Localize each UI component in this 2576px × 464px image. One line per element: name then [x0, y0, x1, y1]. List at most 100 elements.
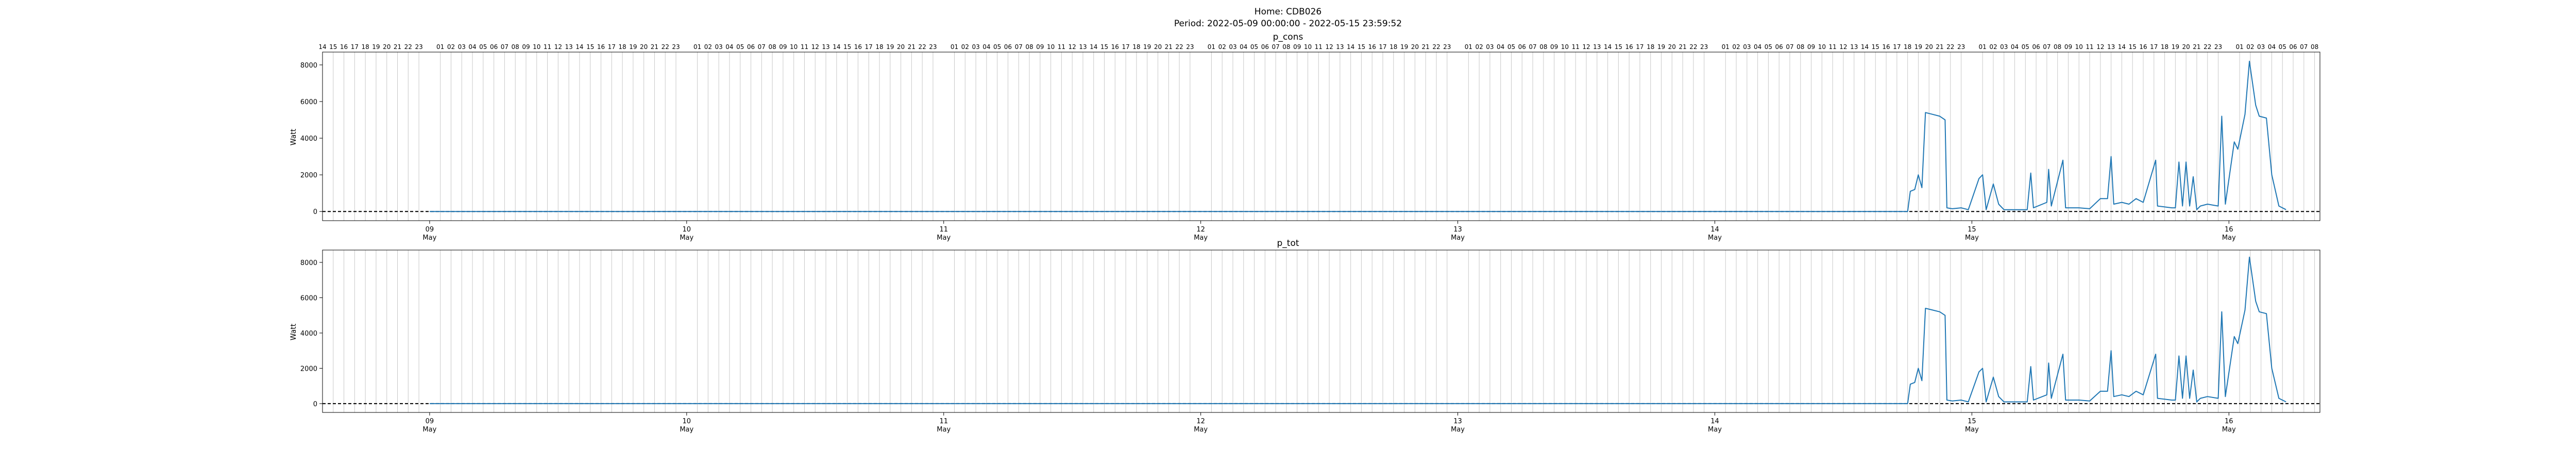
y-tick-label: 2000: [300, 172, 317, 179]
hour-tick-label: 21: [651, 43, 658, 51]
hour-tick-label: 08: [1797, 43, 1804, 51]
hour-tick-label: 18: [1132, 43, 1140, 51]
y-axis-label: Watt: [290, 128, 298, 145]
x-tick-label-month: May: [2222, 234, 2236, 242]
hour-tick-label: 21: [2193, 43, 2200, 51]
hour-tick-label: 21: [908, 43, 916, 51]
hour-tick-label: 14: [1347, 43, 1354, 51]
hour-tick-label: 11: [2086, 43, 2093, 51]
x-tick-label-day: 12: [1196, 226, 1205, 234]
hour-tick-label: 09: [1807, 43, 1815, 51]
hour-tick-label: 17: [1122, 43, 1129, 51]
hour-tick-label: 18: [362, 43, 369, 51]
hour-tick-label: 11: [1315, 43, 1323, 51]
hour-tick-label: 15: [329, 43, 337, 51]
hour-tick-label: 02: [1989, 43, 1997, 51]
x-tick-label-month: May: [422, 234, 436, 242]
x-tick-label-month: May: [680, 234, 693, 242]
hour-tick-label: 15: [843, 43, 851, 51]
hour-tick-label: 11: [544, 43, 551, 51]
hour-tick-label: 18: [618, 43, 626, 51]
hour-tick-label: 23: [672, 43, 680, 51]
y-axis-label: Watt: [290, 323, 298, 340]
hour-tick-label: 18: [1389, 43, 1397, 51]
hour-tick-label: 07: [1272, 43, 1280, 51]
hour-tick-label: 16: [1625, 43, 1633, 51]
hour-tick-label: 11: [801, 43, 808, 51]
hour-tick-label: 13: [822, 43, 829, 51]
hour-tick-label: 08: [1282, 43, 1290, 51]
hour-tick-label: 22: [1432, 43, 1440, 51]
hour-tick-label: 11: [1828, 43, 1836, 51]
hour-tick-label: 10: [2075, 43, 2083, 51]
hour-tick-label: 05: [1765, 43, 1772, 51]
hour-tick-label: 05: [736, 43, 744, 51]
hour-tick-label: 09: [522, 43, 530, 51]
hour-tick-label: 13: [2107, 43, 2115, 51]
x-tick-label-month: May: [937, 426, 951, 434]
hour-tick-label: 05: [1250, 43, 1258, 51]
hour-tick-label: 06: [490, 43, 498, 51]
hour-tick-label: 14: [1861, 43, 1869, 51]
x-tick-label-day: 09: [426, 226, 434, 234]
hour-tick-label: 16: [597, 43, 605, 51]
hour-tick-label: 11: [1058, 43, 1065, 51]
hour-labels: 14 15 16 17 18 19 20 21 22 23 01 02 03 04 05 06 07 08 09 10…: [318, 43, 2318, 51]
x-tick-label-day: 11: [939, 226, 948, 234]
hour-tick-label: 12: [1325, 43, 1333, 51]
x-tick-label-day: 10: [683, 418, 691, 425]
hour-gridlines: [322, 52, 2315, 221]
y-tick-label: 0: [313, 208, 317, 216]
x-tick-label-month: May: [937, 234, 951, 242]
hour-tick-label: 16: [1882, 43, 1890, 51]
y-tick-label: 4000: [300, 135, 317, 143]
hour-tick-label: 19: [1400, 43, 1408, 51]
hour-tick-label: 06: [2289, 43, 2297, 51]
hour-tick-label: 15: [1872, 43, 1879, 51]
hour-tick-label: 21: [1165, 43, 1173, 51]
hour-tick-label: 17: [351, 43, 359, 51]
hour-tick-label: 14: [318, 43, 326, 51]
hour-tick-label: 10: [790, 43, 798, 51]
hour-tick-label: 06: [1518, 43, 1526, 51]
hour-tick-label: 05: [1507, 43, 1515, 51]
hour-tick-label: 15: [2129, 43, 2137, 51]
x-tick-label-month: May: [1965, 426, 1979, 434]
hour-tick-label: 07: [2043, 43, 2050, 51]
hour-tick-label: 20: [1668, 43, 1676, 51]
x-tick-label-month: May: [1708, 234, 1722, 242]
figure-title-home: Home: CDB026: [1255, 7, 1321, 17]
hour-tick-label: 09: [1036, 43, 1044, 51]
hour-gridlines: [322, 250, 2315, 412]
hour-tick-label: 20: [2182, 43, 2190, 51]
x-tick-label-day: 13: [1453, 418, 1462, 425]
hour-tick-label: 15: [1615, 43, 1622, 51]
hour-tick-label: 19: [1143, 43, 1151, 51]
hour-tick-label: 10: [1818, 43, 1826, 51]
hour-tick-label: 17: [608, 43, 616, 51]
x-tick-label-month: May: [1451, 426, 1465, 434]
hour-tick-label: 15: [586, 43, 594, 51]
hour-tick-label: 03: [715, 43, 723, 51]
x-tick-label-day: 14: [1710, 418, 1719, 425]
hour-tick-label: 17: [1379, 43, 1386, 51]
hour-tick-label: 20: [1154, 43, 1162, 51]
hour-tick-label: 05: [479, 43, 487, 51]
x-tick-label-day: 11: [939, 418, 948, 425]
hour-tick-label: 04: [982, 43, 990, 51]
hour-tick-label: 03: [1229, 43, 1236, 51]
y-tick-label: 2000: [300, 365, 317, 373]
hour-tick-label: 22: [1689, 43, 1697, 51]
hour-tick-label: 19: [629, 43, 637, 51]
hour-tick-label: 01: [693, 43, 701, 51]
hour-tick-label: 12: [1839, 43, 1847, 51]
hour-tick-label: 22: [918, 43, 926, 51]
series-line: [429, 60, 2286, 212]
hour-tick-label: 13: [1079, 43, 1087, 51]
hour-tick-label: 19: [886, 43, 894, 51]
hour-tick-label: 08: [1025, 43, 1033, 51]
x-tick-label-day: 10: [683, 226, 691, 234]
hour-tick-label: 23: [1957, 43, 1965, 51]
